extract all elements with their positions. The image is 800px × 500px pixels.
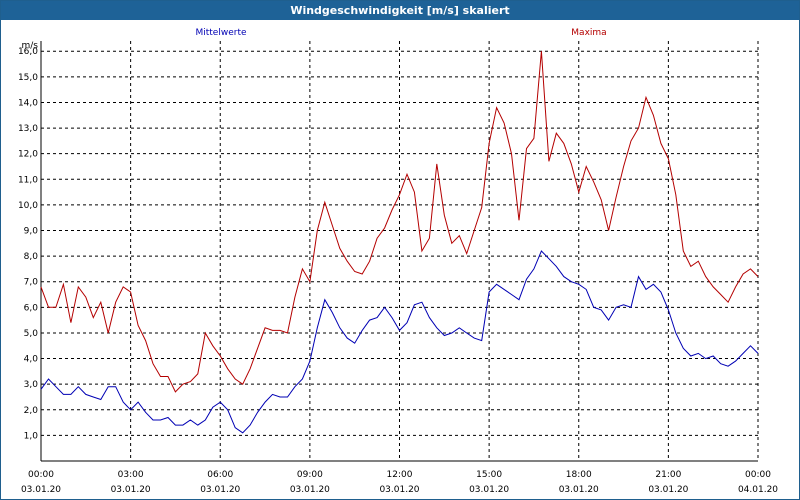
y-tick-label: 8,0: [24, 252, 39, 262]
x-tick-date: 03.01.20: [290, 485, 330, 495]
x-tick-time: 21:00: [655, 470, 681, 480]
y-tick-label: 10,0: [18, 201, 38, 211]
series-lines: [40, 51, 759, 434]
y-tick-label: 6,0: [24, 303, 39, 313]
x-tick-date: 03.01.20: [200, 485, 240, 495]
x-tick-time: 00:00: [745, 470, 771, 480]
y-tick-label: 15,0: [18, 73, 38, 83]
y-tick-label: 1,0: [24, 431, 39, 441]
tick-labels: 1,0 2,0 3,0 4,0 5,0 6,0 7,0 8,0 9,0 10,0 11,0 12,0 1…: [18, 41, 778, 495]
y-tick-label: 3,0: [24, 380, 39, 390]
y-tick-label: 13,0: [18, 124, 38, 134]
x-tick-time: 09:00: [297, 470, 323, 480]
x-tick-date: 03.01.20: [469, 485, 509, 495]
y-axis-label: m/s: [22, 41, 39, 51]
y-tick-label: 11,0: [18, 175, 38, 185]
y-tick-label: 16,0: [18, 47, 38, 57]
x-tick-date: 04.01.20: [738, 485, 778, 495]
x-tick-date: 03.01.20: [648, 485, 688, 495]
grid-lines: [41, 41, 759, 461]
y-tick-label: 5,0: [24, 329, 39, 339]
x-tick-date: 03.01.20: [21, 485, 61, 495]
y-tick-label: 7,0: [24, 278, 39, 288]
y-tick-label: 2,0: [24, 406, 39, 416]
axes: [40, 41, 759, 462]
series-line-maxima: [40, 51, 759, 393]
x-tick-time: 00:00: [28, 470, 54, 480]
series-line-mittelwerte: [40, 250, 759, 434]
x-tick-date: 03.01.20: [559, 485, 599, 495]
legend: Mittelwerte Maxima: [195, 28, 606, 38]
x-tick-time: 18:00: [566, 470, 592, 480]
x-tick-time: 06:00: [207, 470, 233, 480]
y-tick-label: 9,0: [24, 227, 39, 237]
y-tick-label: 4,0: [24, 355, 39, 365]
legend-mittelwerte: Mittelwerte: [195, 28, 246, 38]
chart-title: Windgeschwindigkeit [m/s] skaliert: [1, 1, 799, 20]
x-tick-time: 03:00: [118, 470, 144, 480]
y-tick-label: 14,0: [18, 98, 38, 108]
x-tick-date: 03.01.20: [379, 485, 419, 495]
y-tick-label: 12,0: [18, 150, 38, 160]
x-tick-time: 12:00: [387, 470, 413, 480]
x-tick-date: 03.01.20: [111, 485, 151, 495]
x-tick-time: 15:00: [476, 470, 502, 480]
legend-maxima: Maxima: [571, 28, 606, 38]
